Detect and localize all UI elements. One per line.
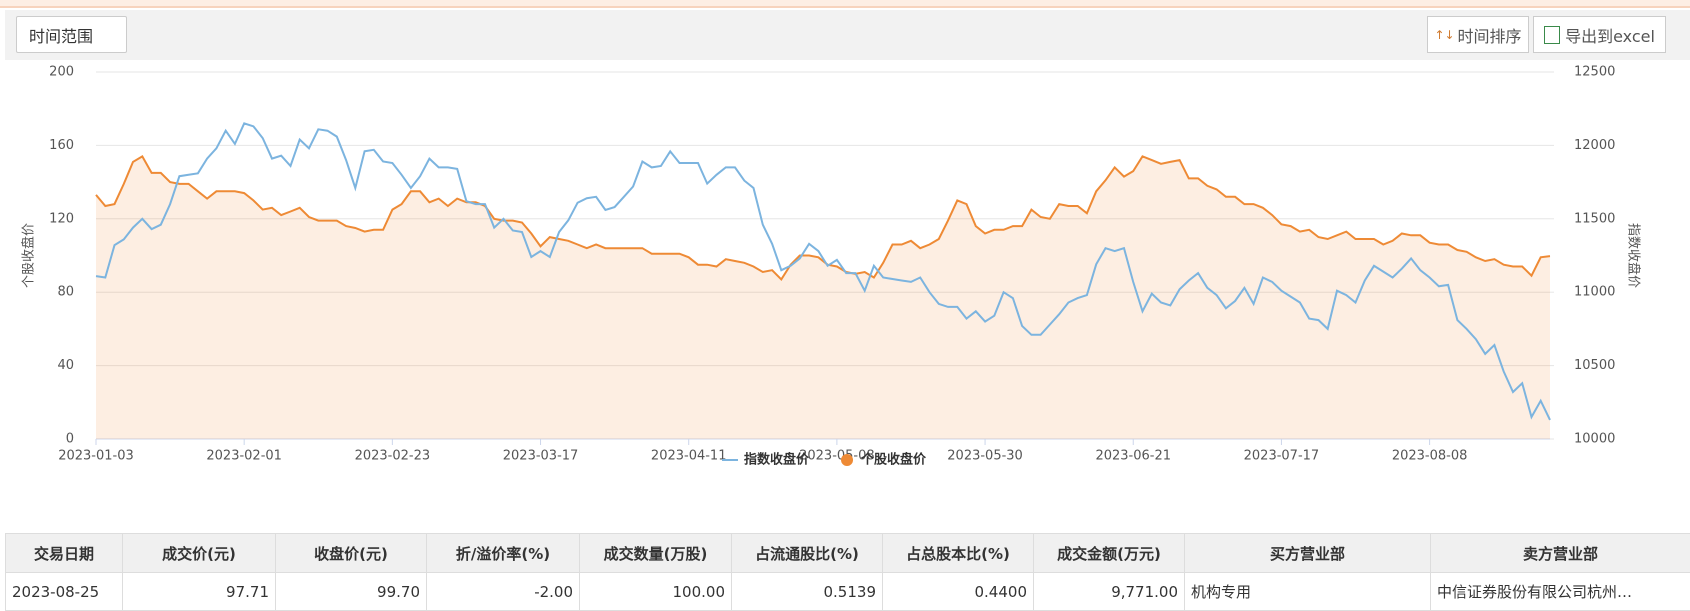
sort-icon: ↑↓ [1434,28,1454,42]
column-header: 折/溢价率(%) [427,534,580,573]
chart: 0 40 80 120 160 200 10000 10500 11000 11500 12000 1… [0,60,1690,530]
y2-tick-label: 12500 [1574,65,1615,80]
x-tick-label: 2023-08-08 [1392,449,1468,464]
table-cell: 99.70 [276,573,427,611]
range-selector[interactable]: 时间范围 [16,16,127,53]
y2-tick-label: 11000 [1574,285,1615,300]
top-strip [0,0,1690,8]
area [96,156,1550,439]
x-tick-label: 2023-04-11 [651,449,727,464]
sort-label: 时间排序 [1458,23,1522,47]
legend-label: 指数收盘价 [744,452,810,468]
y-axis-title: 个股收盘价 [21,223,37,288]
export-label: 导出到excel [1565,23,1655,47]
column-header: 占总股本比(%) [883,534,1034,573]
legend-symbol [841,454,853,466]
table-cell: 0.5139 [732,573,883,611]
x-tick-label: 2023-02-23 [355,449,431,464]
column-header: 收盘价(元) [276,534,427,573]
y2-tick-label: 10000 [1574,432,1615,447]
y-tick-label: 160 [49,138,74,153]
column-header: 占流通股比(%) [732,534,883,573]
x-tick-label: 2023-02-01 [206,449,282,464]
x-tick-label: 2023-05-30 [947,449,1023,464]
header-row: 交易日期成交价(元)收盘价(元)折/溢价率(%)成交数量(万股)占流通股比(%)… [6,534,1690,573]
table-cell: 0.4400 [883,573,1034,611]
y-tick-label: 0 [66,432,74,447]
table-cell: 9,771.00 [1034,573,1185,611]
x-tick-label: 2023-01-03 [58,449,134,464]
column-header: 交易日期 [6,534,123,573]
y-tick-label: 200 [49,65,74,80]
table-cell: -2.00 [427,573,580,611]
column-header: 卖方营业部 [1431,534,1690,573]
table-cell: 97.71 [123,573,276,611]
x-tick-label: 2023-03-17 [503,449,579,464]
column-header: 成交价(元) [123,534,276,573]
column-header: 成交数量(万股) [580,534,732,573]
y-tick-label: 120 [49,211,74,226]
sort-button[interactable]: ↑↓ 时间排序 [1427,16,1529,53]
legend-label: 个股收盘价 [860,452,927,468]
excel-icon [1544,26,1560,44]
y-tick-label: 80 [57,285,74,300]
table-cell: 机构专用 [1185,573,1431,611]
column-header: 成交金额(万元) [1034,534,1185,573]
table-cell: 100.00 [580,573,732,611]
x-tick-label: 2023-06-21 [1095,449,1171,464]
y-tick-label: 40 [57,358,74,373]
y2-tick-label: 12000 [1574,138,1615,153]
table-cell: 2023-08-25 [6,573,123,611]
toolbar: 时间范围 ↑↓ 时间排序 导出到excel [5,10,1690,60]
column-header: 买方营业部 [1185,534,1431,573]
y2-tick-label: 10500 [1574,358,1615,373]
export-button[interactable]: 导出到excel [1533,16,1666,53]
x-tick-label: 2023-07-17 [1244,449,1320,464]
y2-tick-label: 11500 [1574,211,1615,226]
range-label: 时间范围 [29,23,93,47]
table-cell: 中信证券股份有限公司杭州… [1431,573,1690,611]
trade-table: 交易日期成交价(元)收盘价(元)折/溢价率(%)成交数量(万股)占流通股比(%)… [5,533,1690,611]
y2-axis-title: 指数收盘价 [1626,223,1642,288]
